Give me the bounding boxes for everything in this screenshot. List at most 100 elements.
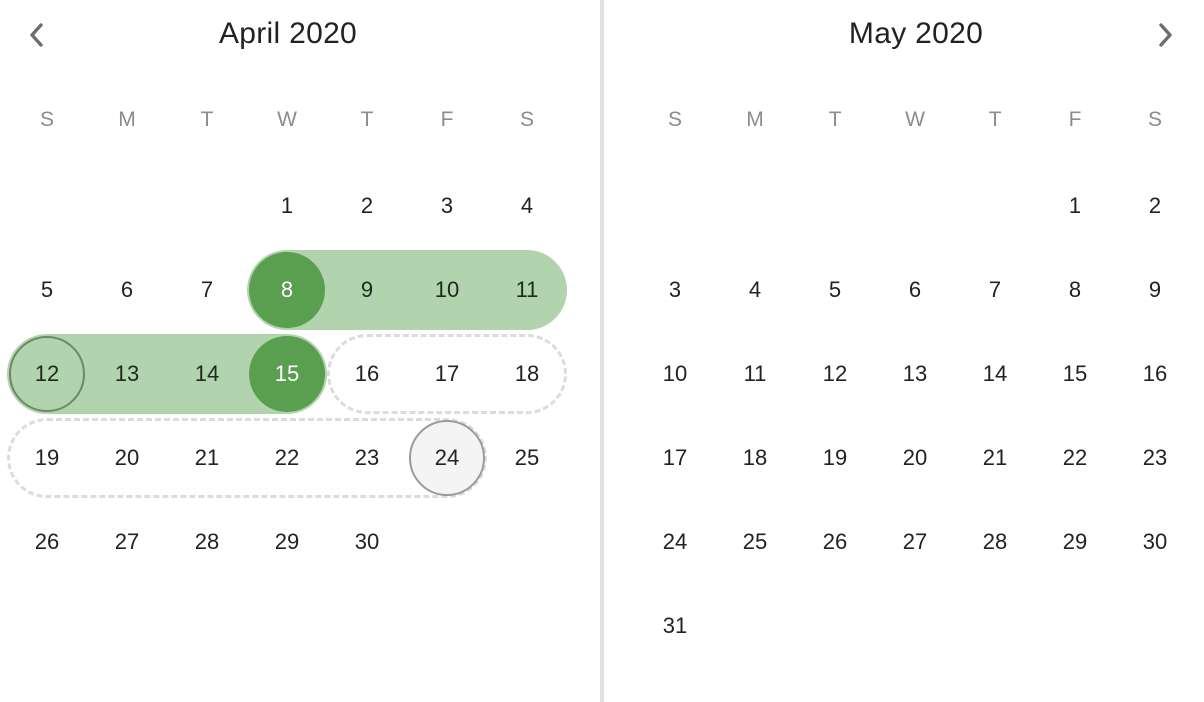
day-cell[interactable]: 27 (89, 504, 165, 580)
day-cell[interactable]: 3 (637, 252, 713, 328)
day-number: 28 (194, 529, 220, 554)
day-cell[interactable]: 8 (1037, 252, 1113, 328)
day-cell[interactable]: 13 (877, 336, 953, 412)
day-cell[interactable]: 7 (957, 252, 1033, 328)
day-cell[interactable]: 24 (637, 504, 713, 580)
day-number: 12 (34, 361, 60, 386)
weekday-label: S (667, 108, 682, 131)
day-number: 15 (274, 361, 300, 386)
day-cell[interactable]: 6 (877, 252, 953, 328)
day-cell[interactable]: 25 (717, 504, 793, 580)
weekday-label: T (988, 108, 1002, 131)
day-cell[interactable]: 28 (169, 504, 245, 580)
day-cell[interactable]: 23 (1117, 420, 1193, 496)
range-week-start-day[interactable]: 12 (9, 336, 85, 412)
day-number: 25 (742, 529, 768, 554)
weekday-label: M (118, 108, 136, 131)
day-number: 8 (280, 277, 294, 302)
day-cell[interactable]: 18 (717, 420, 793, 496)
calendar-divider (600, 0, 604, 702)
day-cell[interactable]: 13 (89, 336, 165, 412)
chevron-left-icon (30, 23, 43, 47)
day-number: 29 (1062, 529, 1088, 554)
day-number: 29 (274, 529, 300, 554)
day-cell[interactable]: 21 (169, 420, 245, 496)
day-cell[interactable]: 29 (1037, 504, 1113, 580)
day-cell[interactable]: 9 (1117, 252, 1193, 328)
day-cell[interactable]: 7 (169, 252, 245, 328)
day-cell[interactable]: 27 (877, 504, 953, 580)
day-number: 20 (114, 445, 140, 470)
selected-day[interactable]: 15 (249, 336, 325, 412)
day-number: 9 (360, 277, 374, 302)
day-cell[interactable]: 10 (637, 336, 713, 412)
weekday-label: S (1147, 108, 1162, 131)
day-cell[interactable]: 15 (1037, 336, 1113, 412)
day-cell[interactable]: 3 (409, 168, 485, 244)
day-number: 17 (434, 361, 460, 386)
day-cell[interactable]: 18 (489, 336, 565, 412)
day-cell[interactable]: 14 (169, 336, 245, 412)
day-cell[interactable]: 6 (89, 252, 165, 328)
day-cell[interactable]: 10 (409, 252, 485, 328)
month-title: May 2020 (848, 17, 984, 50)
day-cell[interactable]: 26 (797, 504, 873, 580)
day-number: 4 (520, 193, 534, 218)
next-month-button[interactable] (1148, 18, 1182, 52)
day-cell[interactable]: 2 (329, 168, 405, 244)
day-cell[interactable]: 22 (249, 420, 325, 496)
day-number: 3 (440, 193, 454, 218)
day-cell[interactable]: 21 (957, 420, 1033, 496)
day-number: 10 (434, 277, 460, 302)
day-number: 16 (354, 361, 380, 386)
day-cell[interactable]: 1 (1037, 168, 1113, 244)
day-number: 30 (1142, 529, 1168, 554)
day-cell[interactable]: 29 (249, 504, 325, 580)
weekday-label: F (1068, 108, 1082, 131)
selected-day[interactable]: 8 (249, 252, 325, 328)
previous-month-button[interactable] (20, 18, 54, 52)
day-number: 3 (668, 277, 682, 302)
day-number: 14 (194, 361, 220, 386)
day-cell[interactable]: 23 (329, 420, 405, 496)
day-cell[interactable]: 4 (717, 252, 793, 328)
day-cell[interactable]: 25 (489, 420, 565, 496)
day-cell[interactable]: 22 (1037, 420, 1113, 496)
chevron-right-icon (1159, 23, 1172, 47)
day-cell[interactable]: 28 (957, 504, 1033, 580)
day-number: 5 (40, 277, 54, 302)
day-cell[interactable]: 20 (89, 420, 165, 496)
day-cell[interactable]: 26 (9, 504, 85, 580)
day-cell[interactable]: 16 (329, 336, 405, 412)
day-number: 6 (120, 277, 134, 302)
day-cell[interactable]: 14 (957, 336, 1033, 412)
day-cell[interactable]: 31 (637, 588, 713, 664)
day-cell[interactable]: 30 (329, 504, 405, 580)
day-cell[interactable]: 20 (877, 420, 953, 496)
day-cell[interactable]: 19 (797, 420, 873, 496)
day-cell[interactable]: 17 (637, 420, 713, 496)
day-number: 12 (822, 361, 848, 386)
hovered-day[interactable]: 24 (409, 420, 485, 496)
day-cell[interactable]: 5 (9, 252, 85, 328)
day-number: 16 (1142, 361, 1168, 386)
day-number: 18 (742, 445, 768, 470)
day-cell[interactable]: 4 (489, 168, 565, 244)
day-cell[interactable]: 9 (329, 252, 405, 328)
day-cell[interactable]: 11 (717, 336, 793, 412)
day-number: 6 (908, 277, 922, 302)
day-cell[interactable]: 1 (249, 168, 325, 244)
day-cell[interactable]: 11 (489, 252, 565, 328)
month-title: April 2020 (218, 17, 358, 50)
day-cell[interactable]: 12 (797, 336, 873, 412)
preview-range-outline (327, 334, 567, 414)
day-number: 2 (360, 193, 374, 218)
day-number: 4 (748, 277, 762, 302)
day-cell[interactable]: 16 (1117, 336, 1193, 412)
day-cell[interactable]: 17 (409, 336, 485, 412)
day-cell[interactable]: 30 (1117, 504, 1193, 580)
day-cell[interactable]: 2 (1117, 168, 1193, 244)
day-cell[interactable]: 19 (9, 420, 85, 496)
day-cell[interactable]: 5 (797, 252, 873, 328)
day-number: 26 (822, 529, 848, 554)
